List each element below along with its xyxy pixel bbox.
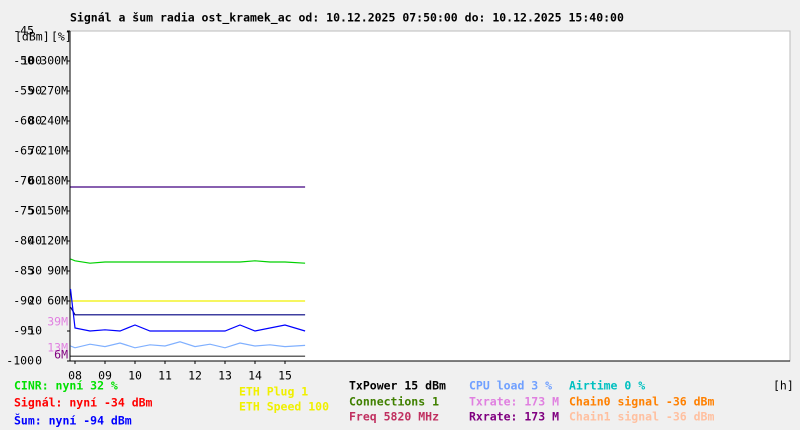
x-tick-label: 15 — [278, 369, 292, 383]
y-tick-label: -80 — [13, 234, 34, 248]
legend-entry: Freq 5820 MHz — [349, 410, 439, 424]
y3-tick-label: 300M — [40, 54, 68, 68]
y-tick-label: -95 — [13, 324, 34, 338]
legend-entry: CINR: nyní 32 % — [14, 379, 118, 393]
value-marker: 13M — [47, 341, 68, 355]
y-tick-label: -75 — [13, 204, 34, 218]
y2-axis-title: [%] — [51, 30, 72, 44]
y2-tick-label: 80 — [28, 114, 42, 128]
x-tick-label: 08 — [68, 369, 82, 383]
y3-tick-label: 150M — [40, 204, 68, 218]
y-tick-label: -55 — [13, 84, 34, 98]
legend-entry: Airtime 0 % — [569, 379, 645, 393]
legend-entry: Connections 1 — [349, 395, 439, 409]
y-tick-label: -45 — [13, 24, 34, 38]
plot-area — [69, 30, 791, 362]
y2-tick-label: 90 — [28, 84, 42, 98]
y3-tick-label: 210M — [40, 144, 68, 158]
x-tick-label: 10 — [128, 369, 142, 383]
y3-tick-label: 60M — [47, 294, 68, 308]
series-line — [70, 258, 306, 264]
legend-entry: Chain1 signal -36 dBm — [569, 410, 714, 424]
y2-tick-label: 100 — [21, 54, 42, 68]
x-tick-label: 14 — [248, 369, 262, 383]
legend-entry: ETH Plug 1 — [239, 385, 308, 399]
y-axis-title: [dBm] — [15, 30, 50, 44]
y-tick-label: -50 — [13, 54, 34, 68]
y3-tick-label: 270M — [40, 84, 68, 98]
value-marker: 6M — [54, 348, 68, 362]
y2-tick-label: 30 — [28, 264, 42, 278]
y-tick-label: -60 — [13, 114, 34, 128]
x-tick-label: 13 — [218, 369, 232, 383]
y2-tick-label: 50 — [28, 204, 42, 218]
y-tick-label: -70 — [13, 174, 34, 188]
legend-entry: CPU load 3 % — [469, 379, 552, 393]
y2-tick-label: 20 — [28, 294, 42, 308]
x-axis-title: [h] — [773, 379, 794, 393]
series-line — [69, 288, 306, 332]
y3-tick-label: 120M — [40, 234, 68, 248]
x-tick-label: 09 — [98, 369, 112, 383]
y2-tick-label: 10 — [28, 324, 42, 338]
legend-entry: Signál: nyní -34 dBm — [14, 396, 153, 410]
y2-tick-label: 40 — [28, 234, 42, 248]
y-tick-label: -90 — [13, 294, 34, 308]
legend-entry: TxPower 15 dBm — [349, 379, 446, 393]
legend-entry: Šum: nyní -94 dBm — [14, 413, 132, 428]
legend-entry: Chain0 signal -36 dBm — [569, 395, 714, 409]
y-tick-label: -65 — [13, 144, 34, 158]
y-tick-label: -85 — [13, 264, 34, 278]
x-tick-label: 11 — [158, 369, 172, 383]
value-marker: 39M — [47, 315, 68, 329]
y2-tick-label: 60 — [28, 174, 42, 188]
legend-entry: Rxrate: 173 M — [469, 410, 559, 424]
y2-tick-label: 70 — [28, 144, 42, 158]
series-line — [69, 306, 306, 316]
legend-entry: Txrate: 173 M — [469, 395, 559, 409]
chart-title: Signál a šum radia ost_kramek_ac od: 10.… — [70, 11, 624, 26]
y3-tick-label: 240M — [40, 114, 68, 128]
y2-tick-label: 0 — [35, 354, 42, 368]
x-tick-label: 12 — [188, 369, 202, 383]
legend-entry: ETH Speed 100 — [239, 400, 329, 414]
series-line — [70, 341, 306, 349]
y-tick-label: -100 — [6, 354, 34, 368]
y3-tick-label: 90M — [47, 264, 68, 278]
y3-tick-label: 180M — [40, 174, 68, 188]
